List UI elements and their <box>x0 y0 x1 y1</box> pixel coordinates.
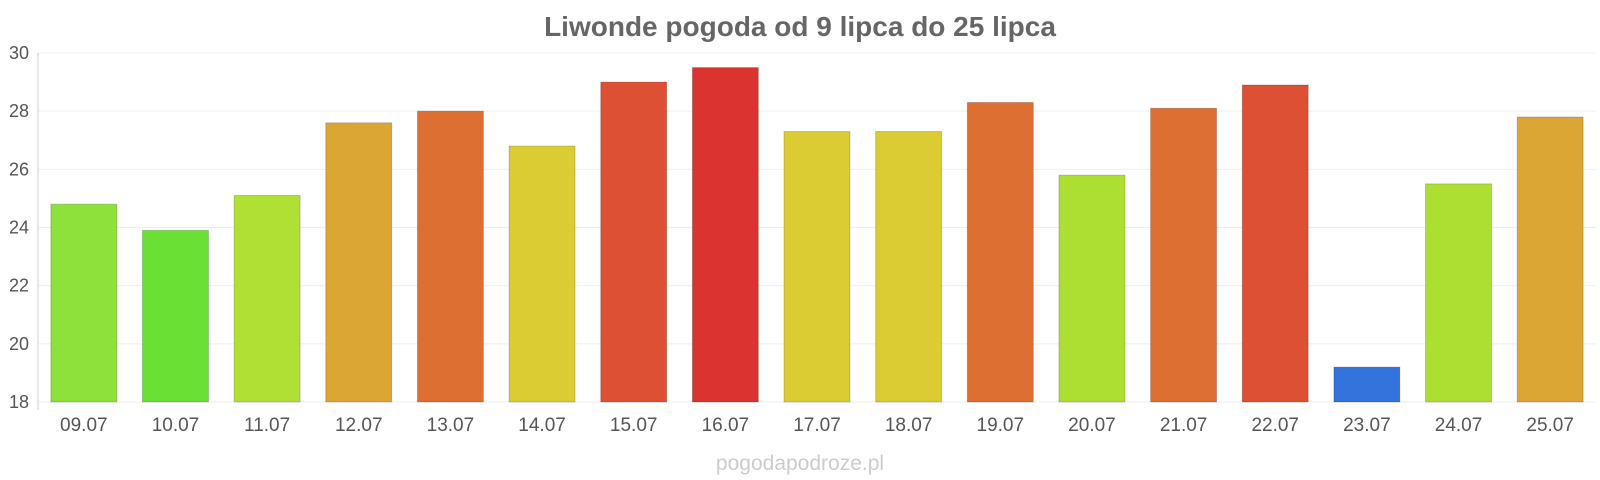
bar-25.07 <box>1516 116 1584 403</box>
y-tick-label: 26 <box>9 159 29 179</box>
x-tick-label: 17.07 <box>793 415 841 436</box>
bar-19.07 <box>966 101 1034 403</box>
x-tick-label: 20.07 <box>1068 415 1116 436</box>
x-tick-label: 13.07 <box>427 415 475 436</box>
y-tick-label: 20 <box>9 334 29 354</box>
bar-21.07 <box>1150 107 1218 403</box>
x-tick-label: 11.07 <box>244 415 290 436</box>
bar-22.07 <box>1241 84 1309 403</box>
x-tick-label: 25.07 <box>1526 415 1574 436</box>
watermark: pogodapodroze.pl <box>716 452 884 475</box>
bar-17.07 <box>783 131 851 403</box>
bar-15.07 <box>600 81 668 403</box>
x-tick-label: 14.07 <box>518 415 566 436</box>
bar-11.07 <box>233 195 301 403</box>
bar-24.07 <box>1425 183 1493 403</box>
x-tick-label: 10.07 <box>152 415 200 436</box>
y-tick-label: 18 <box>9 392 29 412</box>
x-tick-label: 19.07 <box>977 415 1025 436</box>
x-tick-label: 16.07 <box>702 415 750 436</box>
bar-14.07 <box>508 145 576 403</box>
x-axis: 09.07 10.07 11.07 12.07 13.07 14.07 15.07 16.07… <box>60 415 1574 436</box>
x-tick-label: 18.07 <box>885 415 933 436</box>
bar-13.07 <box>416 110 484 403</box>
x-tick-label: 21.07 <box>1160 415 1208 436</box>
y-tick-label: 22 <box>9 276 29 296</box>
bar-09.07 <box>50 203 118 403</box>
bar-18.07 <box>875 131 943 403</box>
bar-20.07 <box>1058 174 1126 403</box>
bar-23.07 <box>1333 366 1401 403</box>
x-tick-label: 12.07 <box>335 415 383 436</box>
x-tick-label: 15.07 <box>610 415 658 436</box>
x-tick-label: 24.07 <box>1435 415 1483 436</box>
bar-16.07 <box>691 67 759 403</box>
bar-10.07 <box>141 229 209 403</box>
x-tick-label: 23.07 <box>1343 415 1391 436</box>
y-tick-label: 30 <box>9 43 29 63</box>
chart-title: Liwonde pogoda od 9 lipca do 25 lipca <box>544 11 1056 42</box>
bar-12.07 <box>325 122 393 403</box>
x-tick-label: 09.07 <box>60 415 108 436</box>
y-axis: 18 20 22 24 26 28 30 <box>9 43 39 412</box>
y-tick-label: 28 <box>9 101 29 121</box>
x-tick-label: 22.07 <box>1251 415 1299 436</box>
bars <box>50 67 1584 403</box>
y-tick-label: 24 <box>9 218 29 238</box>
